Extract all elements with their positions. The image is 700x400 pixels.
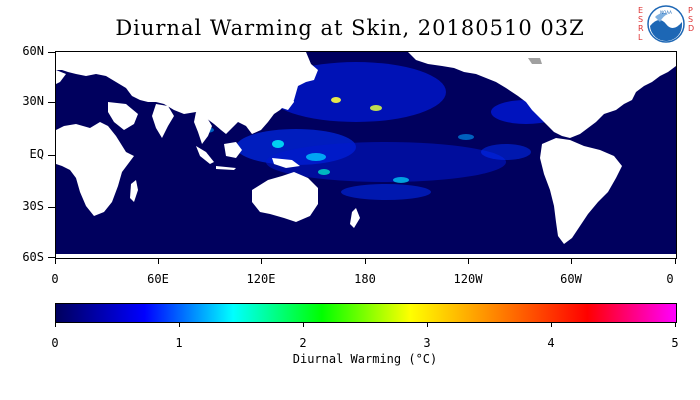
landmass-india <box>152 104 174 138</box>
noaa-logo-icon: NOAA <box>647 5 685 43</box>
colorbar-tick <box>551 322 552 327</box>
lat-tick-label: EQ <box>29 147 44 161</box>
landmass-indochina <box>194 112 212 144</box>
land-masses <box>56 52 676 258</box>
colorbar-label: 5 <box>671 336 679 350</box>
lat-tick <box>48 257 55 258</box>
lat-tick <box>48 155 55 156</box>
sea-ice-patch <box>528 58 542 64</box>
landmass-africa <box>56 122 134 216</box>
lon-tick-label: 60W <box>560 272 582 286</box>
landmass-new-zealand <box>350 208 360 228</box>
landmass-greenland <box>642 52 676 62</box>
lat-tick-label: 30S <box>22 199 44 213</box>
colorbar-label: 1 <box>175 336 183 350</box>
lon-tick <box>261 258 262 264</box>
landmass-java <box>216 166 236 170</box>
colorbar-title: Diurnal Warming (°C) <box>292 352 438 366</box>
lat-tick-label: 60N <box>22 44 44 58</box>
lon-tick <box>55 258 56 264</box>
lon-tick-label: 120E <box>246 272 276 286</box>
lat-tick-label: 60S <box>22 250 44 264</box>
colorbar-label: 4 <box>547 336 555 350</box>
psd-letters: P S D <box>688 6 695 33</box>
landmass-japan <box>282 92 294 110</box>
noaa-badge-text: NOAA <box>660 10 672 15</box>
map-title: Diurnal Warming at Skin, 20180510 03Z <box>115 16 585 40</box>
colorbar-tick <box>427 322 428 327</box>
landmass-new-guinea <box>272 158 300 168</box>
lon-tick <box>571 258 572 264</box>
landmass-madagascar <box>130 180 138 202</box>
lon-tick-label: 120W <box>453 272 483 286</box>
colorbar-label: 2 <box>299 336 307 350</box>
lon-tick-label: 0 <box>666 272 674 286</box>
landmass-australia <box>252 172 318 222</box>
colorbar-tick <box>675 322 676 327</box>
colorbar-tick <box>55 322 56 327</box>
landmass-north-america <box>408 52 676 138</box>
world-map <box>56 52 676 258</box>
lat-tick <box>48 52 55 53</box>
colorbar-tick <box>179 322 180 327</box>
colorbar <box>55 303 677 323</box>
lon-tick <box>365 258 366 264</box>
lat-tick <box>48 102 55 103</box>
landmass-eurasia <box>56 52 318 134</box>
lon-tick <box>158 258 159 264</box>
lat-tick-label: 30N <box>22 94 44 108</box>
colorbar-label: 0 <box>51 336 59 350</box>
lon-tick-label: 60E <box>147 272 169 286</box>
landmass-south-america <box>540 138 622 244</box>
lon-tick <box>468 258 469 264</box>
landmass-borneo <box>224 142 242 158</box>
lat-tick <box>48 207 55 208</box>
landmass-antarctica <box>56 254 676 258</box>
colorbar-label: 3 <box>423 336 431 350</box>
landmass-sumatra <box>196 146 214 164</box>
map-panel <box>55 51 677 259</box>
landmass-europe <box>56 70 66 84</box>
colorbar-tick <box>303 322 304 327</box>
lon-tick-label: 180 <box>354 272 376 286</box>
lon-tick-label: 0 <box>51 272 59 286</box>
esrl-letters: E S R L <box>638 6 644 42</box>
landmass-arabia <box>108 102 138 130</box>
lon-tick <box>675 258 676 264</box>
